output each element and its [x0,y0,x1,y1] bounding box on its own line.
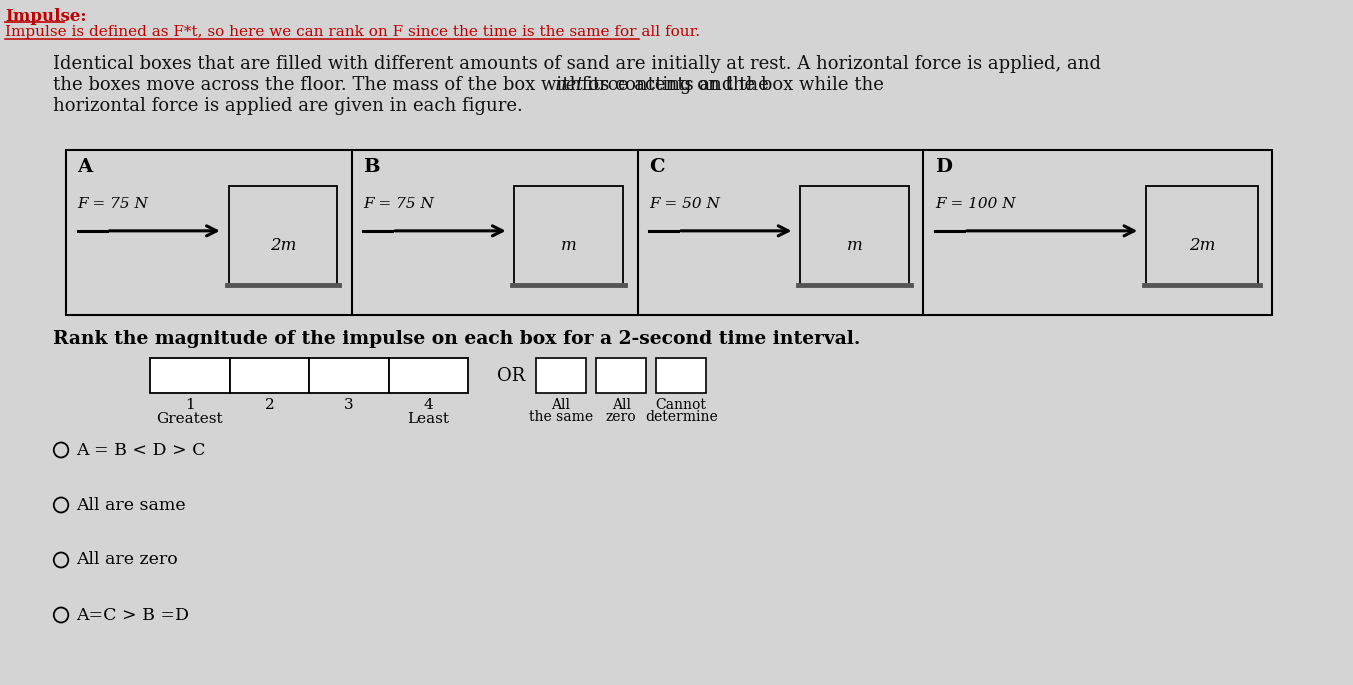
Bar [536,358,586,393]
Text: B: B [364,158,380,176]
Text: F = 75 N: F = 75 N [77,197,149,211]
Text: 4: 4 [423,398,433,412]
Text: force acting on the box while the: force acting on the box while the [576,76,884,94]
Circle shape [54,608,68,623]
Text: Impulse is defined as F*t, so here we can rank on F since the time is the same f: Impulse is defined as F*t, so here we ca… [5,25,700,39]
Bar [656,358,706,393]
Circle shape [54,553,68,567]
Text: Impulse:: Impulse: [5,8,87,25]
Bar [1146,186,1258,285]
Text: the boxes move across the floor. The mass of the box with its contents and the: the boxes move across the floor. The mas… [53,76,775,94]
Text: the same: the same [529,410,593,424]
Text: 2m: 2m [269,237,296,254]
Text: Identical boxes that are filled with different amounts of sand are initially at : Identical boxes that are filled with dif… [53,55,1101,73]
Text: All are zero: All are zero [77,551,179,569]
Text: Greatest: Greatest [157,412,223,426]
Text: All: All [552,398,571,412]
Bar [595,358,647,393]
Text: horizontal force is applied are given in each figure.: horizontal force is applied are given in… [53,97,524,115]
Text: Rank the magnitude of the impulse on each box for a 2-second time interval.: Rank the magnitude of the impulse on eac… [53,330,861,348]
Text: C: C [649,158,664,176]
Text: 3: 3 [344,398,353,412]
Text: 1: 1 [185,398,195,412]
Text: net: net [555,76,584,94]
Text: F = 50 N: F = 50 N [649,197,720,211]
Bar [229,186,337,285]
Text: Cannot: Cannot [656,398,706,412]
Text: Least: Least [407,412,449,426]
Text: F = 75 N: F = 75 N [364,197,434,211]
Bar [388,358,468,393]
Bar [800,186,909,285]
Bar [66,150,1272,315]
Text: D: D [935,158,953,176]
Text: m: m [847,237,862,254]
Circle shape [54,443,68,458]
Bar [150,358,230,393]
Text: A: A [77,158,92,176]
Bar [230,358,308,393]
Text: OR: OR [497,366,525,384]
Circle shape [54,497,68,512]
Text: A = B < D > C: A = B < D > C [77,442,206,458]
Text: All: All [612,398,630,412]
Text: m: m [561,237,576,254]
Bar [514,186,622,285]
Bar [308,358,388,393]
Text: zero: zero [606,410,636,424]
Text: 2: 2 [264,398,275,412]
Text: All are same: All are same [77,497,187,514]
Text: A=C > B =D: A=C > B =D [77,606,189,623]
Text: 2m: 2m [1189,237,1215,254]
Text: F = 100 N: F = 100 N [935,197,1016,211]
Text: determine: determine [645,410,717,424]
